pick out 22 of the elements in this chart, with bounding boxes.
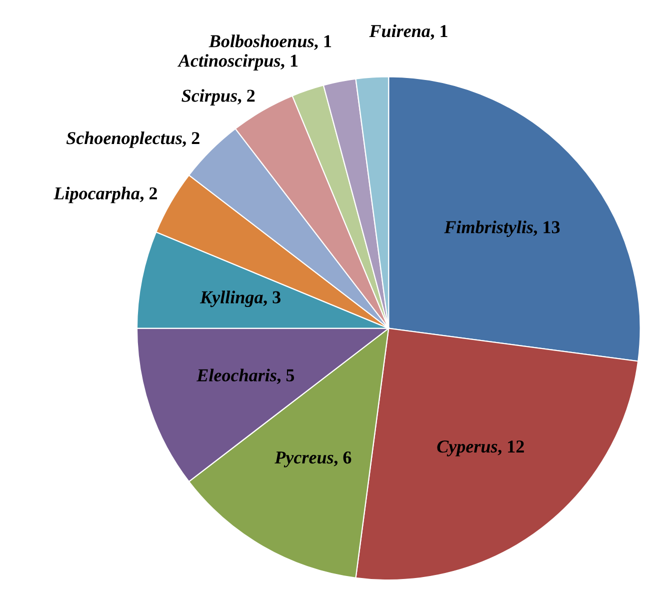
- slice-label: Fuirena: [369, 24, 430, 38]
- data-label: , 1: [430, 25, 448, 40]
- slice-label: Lipocarpha: [54, 186, 140, 204]
- slice-label: Kyllinga: [200, 290, 263, 308]
- slice-label: Bolboshoenus: [208, 34, 314, 48]
- slice-label: Pycreus: [274, 452, 334, 468]
- slice-label: Eleocharis: [196, 368, 276, 382]
- data-label: , 3: [263, 291, 280, 306]
- slice-label: Fimbristylis: [444, 220, 533, 237]
- slice-label: Cyperus: [437, 440, 498, 456]
- slice-label: Schoenoplectus: [66, 132, 182, 148]
- data-label: , 6: [334, 452, 352, 466]
- data-label: , 12: [498, 440, 524, 456]
- slice-label: Actinoscirpus: [177, 54, 280, 70]
- data-label: , 5: [276, 369, 294, 384]
- data-label: , 2: [140, 187, 157, 202]
- data-label: , 1: [280, 54, 298, 70]
- data-label: , 1: [314, 35, 332, 50]
- data-label: , 2: [238, 90, 255, 104]
- data-label: , 13: [533, 221, 560, 236]
- data-label: , 2: [182, 132, 200, 147]
- slice-label: Scirpus: [182, 89, 237, 106]
